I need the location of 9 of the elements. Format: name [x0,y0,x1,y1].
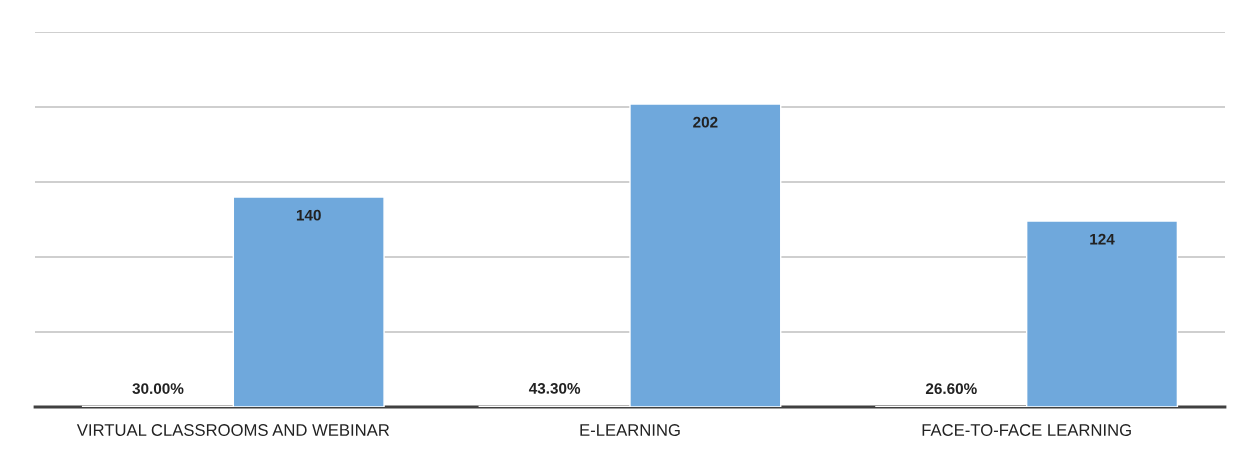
data-label: 43.30% [528,382,581,394]
data-label: 124 [1090,233,1115,245]
data-label: 140 [296,209,321,221]
x-tick-label: FACE-TO-FACE LEARNING [922,424,1131,436]
data-label: 202 [693,116,718,128]
x-tick-label: E-LEARNING [580,424,680,436]
data-label: 26.60% [925,383,977,395]
data-label: 30.00% [132,383,184,395]
x-tick-label: VIRTUAL CLASSROOMS AND WEBINAR [76,424,390,436]
